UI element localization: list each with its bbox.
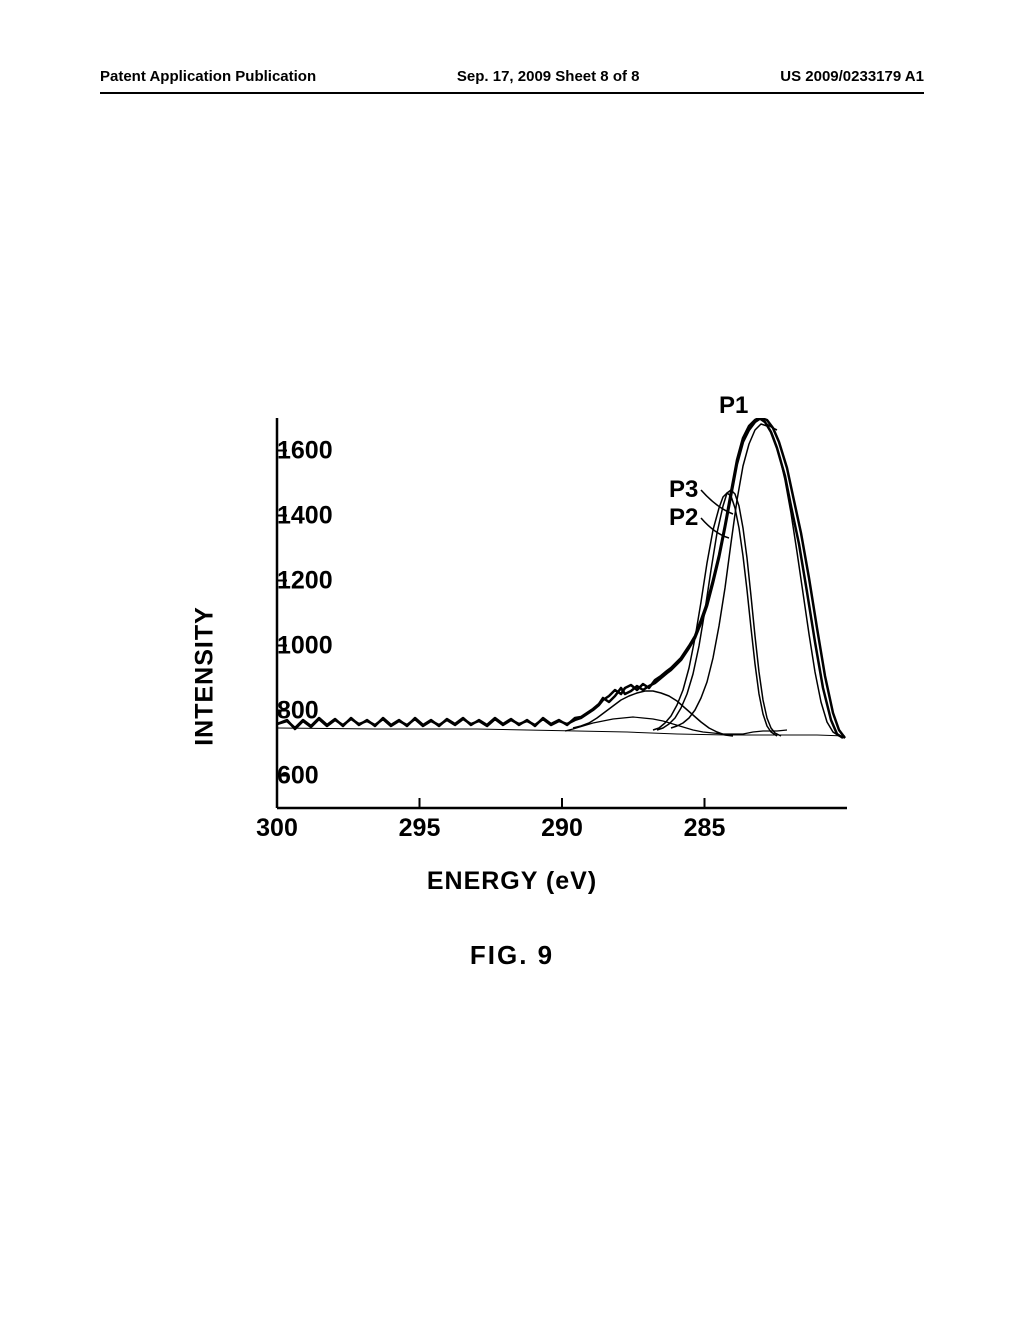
x-axis-label: ENERGY (eV) <box>427 867 597 896</box>
header-left: Patent Application Publication <box>100 68 316 85</box>
peak-label-p3: P3 <box>669 476 698 504</box>
y-axis-label: INTENSITY <box>190 606 219 746</box>
x-tick-label: 300 <box>256 814 298 843</box>
xps-spectrum-chart: INTENSITY ENERGY (eV) 600800100012001400… <box>177 418 847 878</box>
peak-label-p1: P1 <box>719 392 748 420</box>
x-tick-label: 290 <box>541 814 583 843</box>
x-tick-label: 285 <box>684 814 726 843</box>
header-divider <box>100 92 924 94</box>
figure-caption: FIG. 9 <box>470 940 554 971</box>
x-tick-label: 295 <box>399 814 441 843</box>
peak-label-p2: P2 <box>669 504 698 532</box>
page-header: Patent Application Publication Sep. 17, … <box>0 68 1024 85</box>
header-center: Sep. 17, 2009 Sheet 8 of 8 <box>457 68 640 85</box>
header-right: US 2009/0233179 A1 <box>780 68 924 85</box>
